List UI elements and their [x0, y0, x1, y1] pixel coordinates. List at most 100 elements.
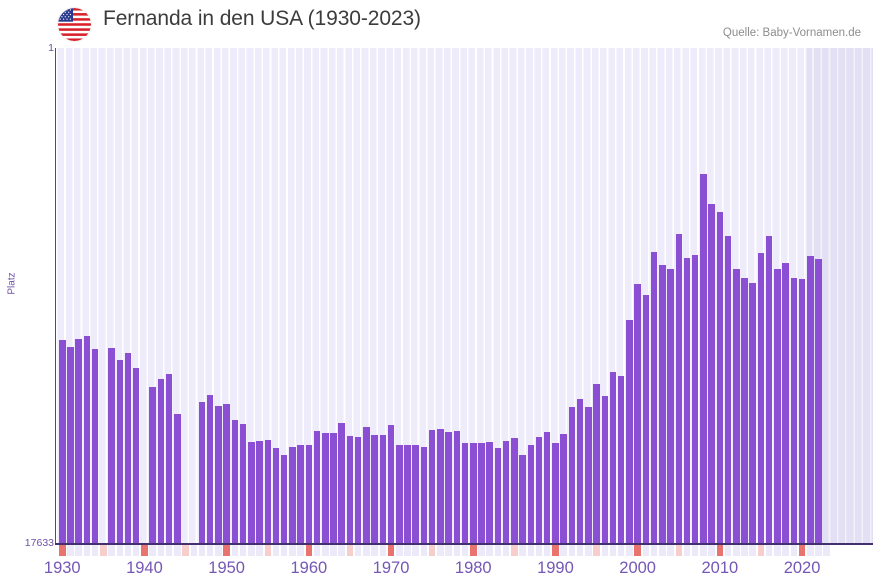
x-axis-tick-label: 1960 [290, 559, 328, 577]
bar [576, 399, 584, 543]
x-tick-year [708, 545, 715, 556]
bar [116, 359, 124, 543]
x-tick-year [231, 545, 239, 556]
x-tick-year [626, 545, 633, 556]
bar [765, 235, 773, 543]
x-tick-year [560, 545, 567, 556]
bar [83, 336, 91, 543]
bar [330, 433, 337, 543]
x-tick-year [256, 545, 263, 556]
bar [174, 414, 181, 543]
x-tick-year [642, 545, 650, 556]
x-tick-year [272, 545, 280, 556]
x-tick-year [749, 545, 756, 556]
bar [478, 443, 485, 543]
bar [486, 442, 493, 543]
x-tick-year [190, 545, 198, 556]
x-tick-year [248, 545, 255, 556]
bar [461, 443, 469, 543]
bar [609, 371, 617, 543]
x-axis-line [55, 543, 873, 545]
bar [149, 386, 156, 543]
bar [617, 376, 625, 543]
x-tick-year [527, 545, 535, 556]
x-tick-year [116, 545, 124, 556]
bar [470, 442, 477, 543]
x-tick-year [165, 545, 173, 556]
x-tick-year [741, 545, 748, 556]
bar [379, 435, 387, 543]
x-tick-year [396, 545, 403, 556]
x-tick-year [428, 545, 436, 556]
x-tick-year [445, 545, 452, 556]
bar [675, 233, 682, 543]
x-tick-year [91, 545, 99, 556]
x-tick-decade [798, 545, 806, 556]
bar [108, 348, 115, 543]
x-tick-year [437, 545, 444, 556]
x-tick-decade [305, 545, 313, 556]
bar [132, 367, 140, 543]
x-tick-year [354, 545, 362, 556]
x-axis-tick-label: 1930 [43, 559, 81, 577]
x-tick-year [239, 545, 247, 556]
x-tick-year [585, 545, 592, 556]
x-tick-year [511, 545, 518, 556]
bar [790, 278, 798, 543]
x-tick-decade [59, 545, 66, 556]
x-tick-decade [141, 545, 148, 556]
bar [437, 429, 444, 543]
x-axis-tick-label: 2020 [783, 559, 821, 577]
bar [543, 432, 551, 543]
bar [346, 435, 354, 543]
bar [798, 279, 806, 543]
bar [231, 420, 239, 543]
bar [807, 255, 814, 543]
bar [412, 445, 419, 543]
x-tick-year [132, 545, 140, 556]
x-tick-year [667, 545, 674, 556]
x-tick-year [659, 545, 666, 556]
x-tick-year [379, 545, 387, 556]
x-tick-year [774, 545, 781, 556]
x-tick-year [675, 545, 682, 556]
x-tick-year [478, 545, 485, 556]
x-tick-year [346, 545, 354, 556]
x-tick-year [206, 545, 214, 556]
x-tick-year [782, 545, 789, 556]
bar [757, 253, 765, 543]
bar [223, 404, 230, 543]
bar [724, 236, 732, 543]
bar [552, 442, 559, 543]
bar [396, 445, 403, 543]
x-axis-tick-strip [56, 545, 873, 556]
bar [272, 447, 280, 543]
x-tick-year [100, 545, 107, 556]
bar [445, 432, 452, 543]
x-tick-year [601, 545, 609, 556]
x-tick-year [650, 545, 658, 556]
bar [494, 447, 502, 543]
bar [667, 268, 674, 543]
bar [716, 212, 724, 543]
x-tick-year [700, 545, 707, 556]
chart-header: Fernanda in den USA (1930-2023) Quelle: … [0, 0, 873, 48]
bar [371, 435, 378, 543]
bar [683, 258, 691, 543]
x-tick-year [502, 545, 510, 556]
x-tick-year [733, 545, 740, 556]
x-tick-year [609, 545, 617, 556]
bar [642, 294, 650, 543]
x-tick-decade [552, 545, 559, 556]
bar [733, 268, 740, 543]
bar [527, 445, 535, 543]
x-tick-year [75, 545, 82, 556]
bar [264, 440, 271, 543]
x-axis-tick-label: 2010 [701, 559, 739, 577]
x-tick-decade [223, 545, 230, 556]
bar [91, 349, 99, 543]
x-tick-year [494, 545, 502, 556]
x-tick-year [815, 545, 822, 556]
x-tick-year [149, 545, 156, 556]
x-tick-year [461, 545, 469, 556]
